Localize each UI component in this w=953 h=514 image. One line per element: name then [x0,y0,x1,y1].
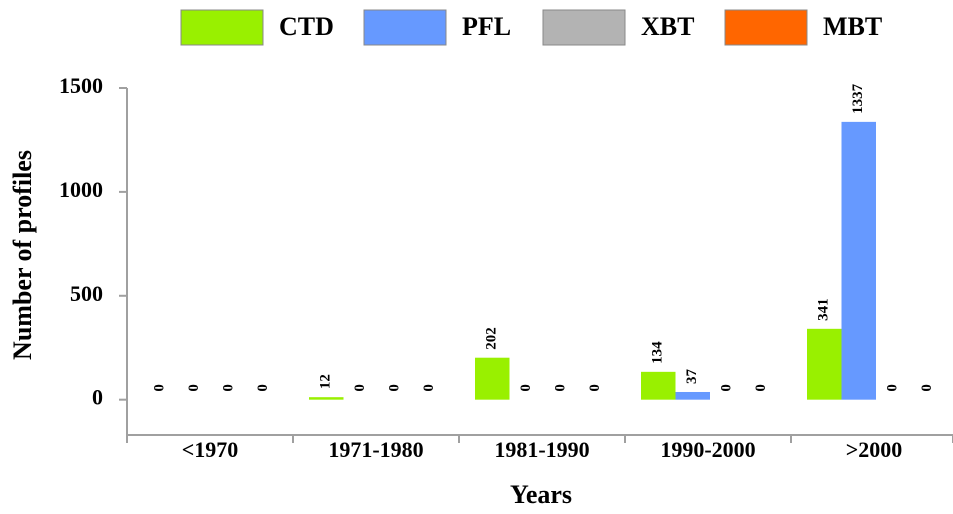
value-label: 0 [719,384,735,392]
bar [475,357,510,400]
bar [309,397,344,400]
legend-swatch [363,9,447,46]
legend-label: XBT [641,12,694,41]
value-label: 0 [421,384,437,392]
bar [675,391,710,400]
value-label: 0 [152,384,168,392]
x-tick-label: 1981-1990 [494,437,589,462]
x-tick-label: <1970 [182,437,239,462]
y-axis-title: Number of profiles [8,150,37,360]
value-label: 0 [352,384,368,392]
value-label: 0 [587,384,603,392]
x-axis-title: Years [510,480,572,509]
bar [841,121,876,400]
legend-label: CTD [279,12,334,41]
value-label: 0 [186,384,202,392]
value-label: 0 [753,384,769,392]
value-label: 0 [387,384,403,392]
value-label: 134 [650,341,666,364]
y-tick-label: 0 [92,385,103,410]
x-tick-label: >2000 [846,437,903,462]
legend-swatch [180,9,264,46]
value-label: 0 [255,384,271,392]
value-label: 0 [518,384,534,392]
legend-label: MBT [823,12,882,41]
bar [807,328,842,400]
value-label: 1337 [850,83,866,114]
value-label: 0 [919,384,935,392]
value-label: 0 [885,384,901,392]
value-label: 341 [816,298,832,321]
value-label: 0 [221,384,237,392]
legend-swatch [542,9,626,46]
x-tick-label: 1971-1980 [328,437,423,462]
y-tick-label: 1000 [59,177,103,202]
y-tick-label: 1500 [59,73,103,98]
value-label: 202 [484,327,500,350]
legend-label: PFL [462,12,511,41]
y-tick-label: 500 [70,281,103,306]
value-label: 12 [318,374,334,389]
x-tick-label: 1990-2000 [660,437,755,462]
legend-swatch [724,9,808,46]
value-label: 0 [553,384,569,392]
bar [641,371,676,400]
value-label: 37 [684,368,700,384]
